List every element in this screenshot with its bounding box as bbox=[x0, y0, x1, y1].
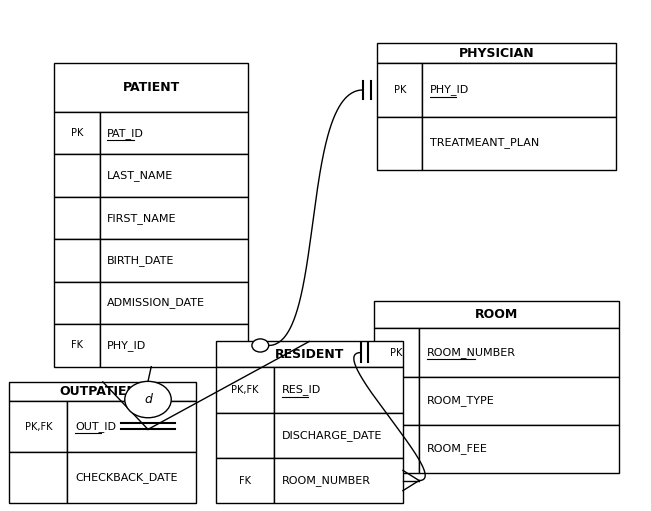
Bar bbox=[374, 377, 419, 425]
Bar bbox=[9, 382, 197, 401]
Text: DISCHARGE_DATE: DISCHARGE_DATE bbox=[282, 430, 382, 440]
Bar bbox=[274, 412, 403, 458]
Bar bbox=[374, 301, 619, 329]
Text: PK: PK bbox=[394, 85, 406, 95]
Bar bbox=[9, 401, 67, 452]
Bar bbox=[274, 367, 403, 412]
Text: PK: PK bbox=[71, 128, 83, 138]
Bar bbox=[215, 412, 274, 458]
Bar bbox=[215, 341, 403, 367]
Bar bbox=[100, 197, 248, 239]
Bar bbox=[55, 154, 100, 197]
Bar bbox=[55, 197, 100, 239]
Text: ROOM_FEE: ROOM_FEE bbox=[427, 444, 488, 454]
Bar bbox=[55, 324, 100, 367]
Text: PK: PK bbox=[391, 347, 403, 358]
Bar bbox=[215, 367, 274, 412]
Text: RES_ID: RES_ID bbox=[282, 384, 321, 396]
Bar bbox=[100, 324, 248, 367]
Text: FK: FK bbox=[239, 476, 251, 485]
Text: ROOM_NUMBER: ROOM_NUMBER bbox=[282, 475, 370, 486]
Bar bbox=[100, 112, 248, 154]
Text: PHYSICIAN: PHYSICIAN bbox=[459, 47, 534, 60]
Text: ROOM_TYPE: ROOM_TYPE bbox=[427, 395, 495, 406]
Circle shape bbox=[252, 339, 269, 352]
Bar bbox=[55, 63, 248, 112]
Bar bbox=[55, 239, 100, 282]
Bar bbox=[274, 458, 403, 503]
Text: PATIENT: PATIENT bbox=[122, 81, 180, 94]
Bar bbox=[422, 63, 616, 117]
Text: PAT_ID: PAT_ID bbox=[107, 128, 145, 138]
Bar bbox=[100, 239, 248, 282]
Text: CHECKBACK_DATE: CHECKBACK_DATE bbox=[75, 472, 178, 483]
Text: PK,FK: PK,FK bbox=[231, 385, 258, 395]
Text: FIRST_NAME: FIRST_NAME bbox=[107, 213, 177, 223]
Bar bbox=[100, 282, 248, 324]
Bar bbox=[377, 63, 422, 117]
Text: LAST_NAME: LAST_NAME bbox=[107, 170, 174, 181]
Text: d: d bbox=[144, 393, 152, 406]
Bar bbox=[374, 329, 419, 377]
Text: PHY_ID: PHY_ID bbox=[107, 340, 146, 351]
Text: ROOM_NUMBER: ROOM_NUMBER bbox=[427, 347, 516, 358]
Bar bbox=[100, 154, 248, 197]
Text: OUT_ID: OUT_ID bbox=[75, 421, 116, 432]
Text: PK,FK: PK,FK bbox=[25, 422, 52, 432]
Bar bbox=[419, 329, 619, 377]
Text: RESIDENT: RESIDENT bbox=[275, 348, 344, 361]
Circle shape bbox=[125, 381, 171, 418]
Bar bbox=[419, 425, 619, 473]
Bar bbox=[419, 377, 619, 425]
Bar bbox=[215, 458, 274, 503]
Text: OUTPATIENT: OUTPATIENT bbox=[60, 385, 146, 398]
Text: FK: FK bbox=[71, 340, 83, 351]
Bar bbox=[67, 401, 197, 452]
Text: PHY_ID: PHY_ID bbox=[430, 84, 469, 96]
Text: BIRTH_DATE: BIRTH_DATE bbox=[107, 255, 174, 266]
Bar bbox=[9, 452, 67, 503]
Bar bbox=[55, 282, 100, 324]
Bar bbox=[377, 43, 616, 63]
Text: ROOM: ROOM bbox=[475, 308, 518, 321]
Text: TREATMEANT_PLAN: TREATMEANT_PLAN bbox=[430, 137, 539, 149]
Bar bbox=[377, 117, 422, 170]
Bar bbox=[422, 117, 616, 170]
Bar bbox=[374, 425, 419, 473]
Bar bbox=[55, 112, 100, 154]
Bar bbox=[67, 452, 197, 503]
Text: ADMISSION_DATE: ADMISSION_DATE bbox=[107, 297, 205, 309]
